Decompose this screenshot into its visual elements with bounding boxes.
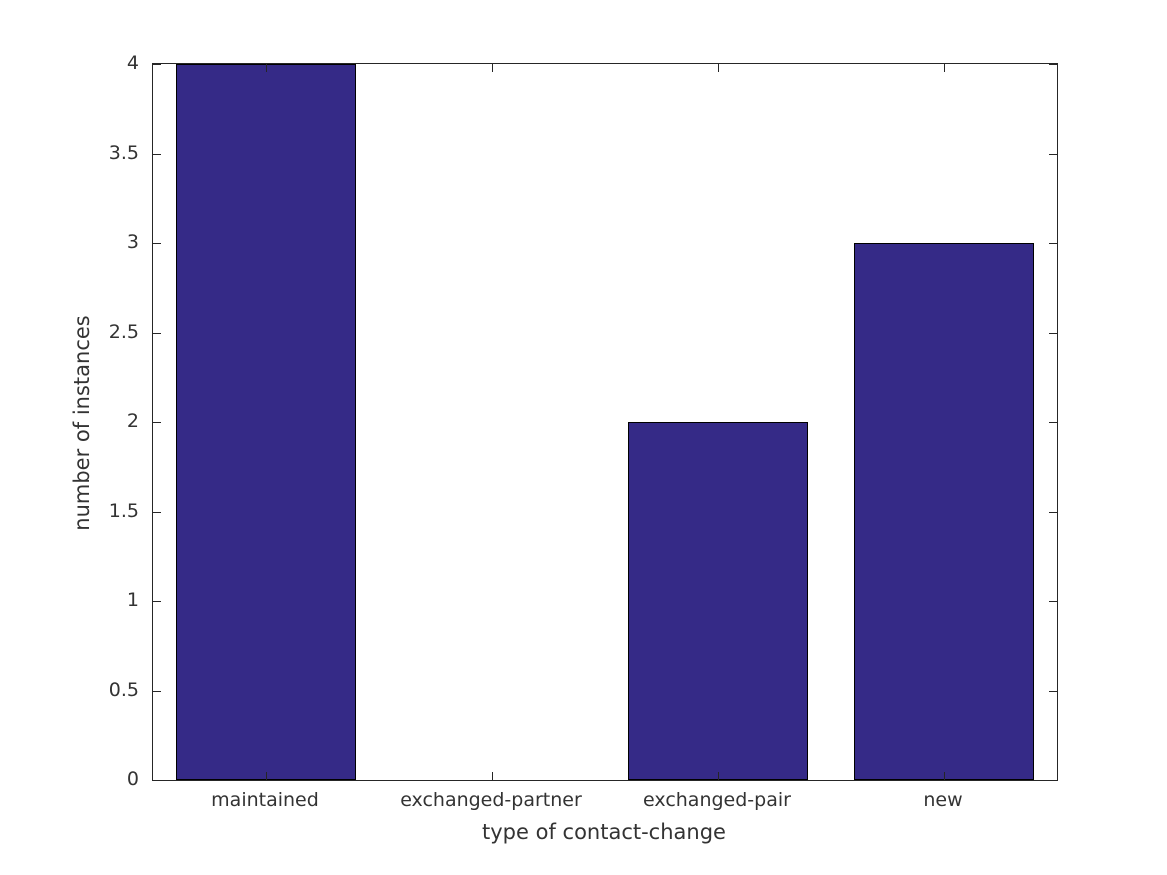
x-tick-label-new: new bbox=[923, 789, 963, 811]
bar-exchanged-pair bbox=[627, 422, 809, 780]
y-tick-label-4: 4 bbox=[126, 52, 139, 74]
x-tick-mark-top bbox=[492, 64, 494, 72]
x-tick-mark-bottom bbox=[492, 772, 494, 780]
y-tick-label-1.5: 1.5 bbox=[108, 499, 139, 522]
y-tick-mark-left bbox=[153, 422, 161, 424]
y-tick-mark-left bbox=[153, 64, 161, 66]
y-tick-label-2.5: 2.5 bbox=[108, 320, 139, 343]
y-tick-mark-right bbox=[1049, 690, 1057, 692]
y-tick-mark-left bbox=[153, 153, 161, 155]
x-tick-mark-bottom bbox=[266, 772, 268, 780]
y-tick-label-0: 0 bbox=[126, 768, 139, 790]
x-axis-label: type of contact-change bbox=[482, 820, 726, 844]
y-tick-mark-right bbox=[1049, 511, 1057, 513]
y-tick-mark-left bbox=[153, 601, 161, 603]
plot-area bbox=[152, 63, 1058, 782]
y-tick-mark-left bbox=[153, 243, 161, 245]
y-tick-mark-right bbox=[1049, 332, 1057, 334]
x-tick-mark-bottom bbox=[718, 772, 720, 780]
y-tick-mark-right bbox=[1049, 422, 1057, 424]
y-tick-mark-right bbox=[1049, 780, 1057, 782]
x-tick-label-exchanged-pair: exchanged-pair bbox=[643, 789, 791, 811]
bar-new bbox=[853, 243, 1035, 780]
x-tick-mark-bottom bbox=[944, 772, 946, 780]
x-tick-mark-top bbox=[944, 64, 946, 72]
y-tick-label-3.5: 3.5 bbox=[108, 141, 139, 164]
y-tick-mark-right bbox=[1049, 243, 1057, 245]
y-tick-label-1: 1 bbox=[126, 589, 139, 611]
x-tick-label-maintained: maintained bbox=[211, 789, 319, 811]
y-tick-label-2: 2 bbox=[126, 410, 139, 432]
x-tick-mark-top bbox=[266, 64, 268, 72]
y-tick-mark-left bbox=[153, 780, 161, 782]
y-tick-mark-right bbox=[1049, 64, 1057, 66]
y-tick-mark-right bbox=[1049, 601, 1057, 603]
y-tick-mark-left bbox=[153, 332, 161, 334]
y-tick-label-3: 3 bbox=[126, 231, 139, 253]
x-tick-label-exchanged-partner: exchanged-partner bbox=[400, 789, 582, 811]
bar-maintained bbox=[175, 64, 357, 780]
y-tick-label-0.5: 0.5 bbox=[108, 678, 139, 701]
y-tick-mark-right bbox=[1049, 153, 1057, 155]
y-tick-mark-left bbox=[153, 690, 161, 692]
x-tick-mark-top bbox=[718, 64, 720, 72]
y-tick-mark-left bbox=[153, 511, 161, 513]
